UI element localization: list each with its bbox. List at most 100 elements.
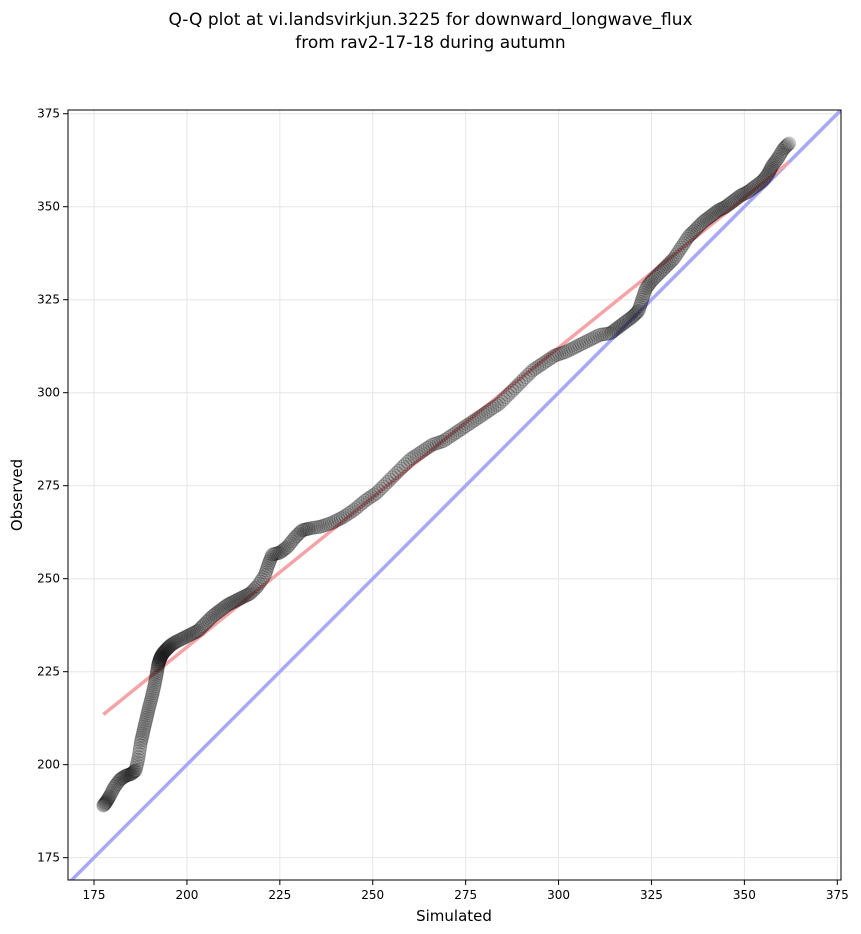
qq-point (264, 549, 279, 564)
qq-point (151, 656, 166, 671)
qq-point (380, 474, 395, 489)
qq-point (149, 668, 164, 683)
x-axis-label: Simulated (416, 907, 492, 925)
qq-point (525, 363, 540, 378)
qq-point (146, 681, 161, 696)
qq-point (405, 451, 420, 466)
qq-point (195, 619, 210, 634)
x-axis-ticks: 175 200 225 250 275 300 325 350 375 (83, 880, 849, 902)
qq-point (671, 245, 686, 260)
qq-point (643, 275, 658, 290)
qq-point (137, 719, 152, 734)
qq-point (709, 204, 724, 219)
y-tick-label: 250 (37, 572, 60, 586)
qq-point (507, 381, 522, 396)
qq-point (629, 306, 644, 321)
qq-point (129, 758, 144, 773)
qq-point (487, 399, 502, 414)
qq-point (293, 524, 308, 539)
qq-point (532, 358, 547, 373)
qq-point (318, 518, 333, 533)
qq-point (638, 283, 653, 298)
qq-point (781, 136, 796, 151)
qq-point (226, 594, 241, 609)
qq-point (606, 323, 621, 338)
qq-point (632, 301, 647, 316)
qq-point (315, 518, 330, 533)
qq-point (162, 639, 177, 654)
qq-point (738, 186, 753, 201)
qq-point (216, 601, 231, 616)
qq-point (309, 520, 324, 535)
qq-point (333, 511, 348, 526)
qq-point (121, 767, 136, 782)
qq-point (636, 288, 651, 303)
qq-point (536, 355, 551, 370)
qq-point (727, 193, 742, 208)
qq-point (769, 152, 784, 167)
qq-point (767, 155, 782, 170)
qq-point (109, 777, 124, 792)
qq-point (153, 649, 168, 664)
qq-point (272, 545, 287, 560)
qq-point (530, 360, 545, 375)
qq-point (541, 352, 556, 367)
qq-point (742, 183, 757, 198)
qq-point (496, 392, 511, 407)
qq-point (214, 602, 229, 617)
qq-point (418, 442, 433, 457)
qq-point (594, 327, 609, 342)
qq-point (240, 588, 255, 603)
qq-point (125, 766, 140, 781)
qq-point (125, 765, 140, 780)
qq-point (156, 645, 171, 660)
qq-point (358, 493, 373, 508)
qq-point (469, 411, 484, 426)
qq-point (443, 429, 458, 444)
identity-line (69, 110, 841, 880)
grid-lines (68, 110, 841, 880)
qq-point (603, 326, 618, 341)
qq-point (385, 470, 400, 485)
qq-point (138, 715, 153, 730)
qq-point (155, 647, 170, 662)
qq-point (141, 701, 156, 716)
qq-point (689, 222, 704, 237)
qq-point (231, 592, 246, 607)
qq-point (123, 767, 138, 782)
qq-point (736, 187, 751, 202)
qq-point (552, 347, 567, 362)
qq-point (611, 320, 626, 335)
qq-point (590, 329, 605, 344)
qq-point (150, 659, 165, 674)
chart-title-line-1: Q-Q plot at vi.landsvirkjun.3225 for dow… (168, 10, 693, 30)
qq-point (204, 610, 219, 625)
qq-point (296, 522, 311, 537)
qq-point (295, 523, 310, 538)
qq-point (150, 664, 165, 679)
qq-point (757, 172, 772, 187)
qq-point (599, 326, 614, 341)
qq-point (286, 532, 301, 547)
y-axis-label: Observed (8, 459, 26, 531)
qq-point (243, 586, 258, 601)
qq-point (156, 646, 171, 661)
scatter-points (96, 136, 796, 813)
qq-point (579, 334, 594, 349)
qq-point (436, 434, 451, 449)
qq-point (616, 316, 631, 331)
qq-point (238, 588, 253, 603)
qq-point (765, 158, 780, 173)
qq-point (147, 679, 162, 694)
qq-point (223, 596, 238, 611)
qq-point (732, 189, 747, 204)
qq-point (139, 710, 154, 725)
qq-point (208, 606, 223, 621)
qq-point (711, 203, 726, 218)
qq-point (572, 338, 587, 353)
qq-point (128, 763, 143, 778)
qq-point (360, 492, 375, 507)
qq-point (281, 538, 296, 553)
qq-point (307, 520, 322, 535)
qq-point (143, 695, 158, 710)
